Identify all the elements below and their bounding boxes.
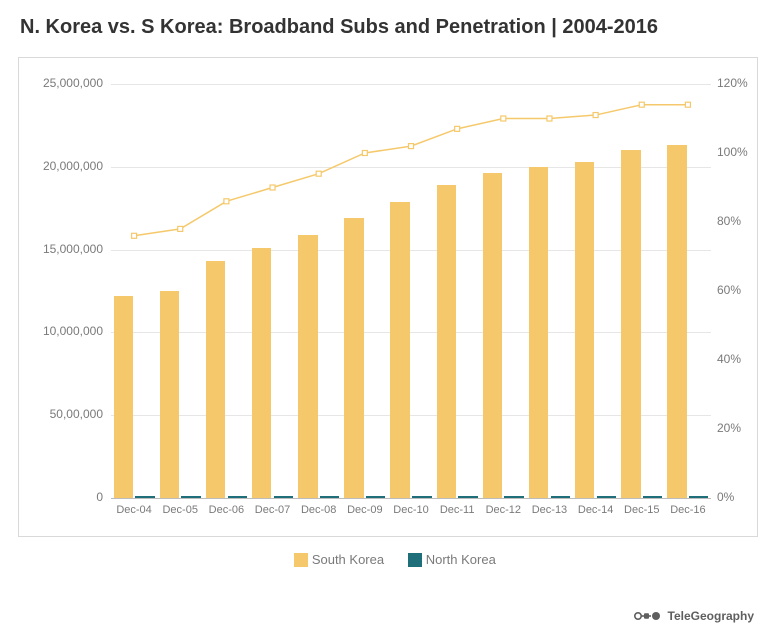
x-label: Dec-07 [255, 504, 290, 516]
line-marker [685, 102, 690, 107]
line-marker [316, 171, 321, 176]
plot-area: 050,00,00010,000,00015,000,00020,000,000… [111, 84, 711, 498]
x-label: Dec-05 [162, 504, 197, 516]
line-marker [409, 144, 414, 149]
line-marker [501, 116, 506, 121]
y-right-label: 40% [717, 352, 741, 366]
penetration-line [111, 84, 711, 498]
page: N. Korea vs. S Korea: Broadband Subs and… [0, 0, 778, 637]
y-left-label: 25,000,000 [19, 76, 103, 90]
grid-line [111, 498, 711, 499]
y-left-label: 10,000,000 [19, 324, 103, 338]
y-right-label: 100% [717, 145, 748, 159]
legend-item: South Korea [294, 552, 384, 567]
line-marker [593, 113, 598, 118]
line-marker [178, 226, 183, 231]
y-left-label: 20,000,000 [19, 159, 103, 173]
x-label: Dec-06 [209, 504, 244, 516]
x-label: Dec-16 [670, 504, 705, 516]
line-marker [639, 102, 644, 107]
x-label: Dec-12 [486, 504, 521, 516]
line-marker [132, 233, 137, 238]
y-left-label: 15,000,000 [19, 242, 103, 256]
line-marker [224, 199, 229, 204]
legend-label: South Korea [308, 552, 384, 567]
x-label: Dec-14 [578, 504, 613, 516]
line-marker [455, 126, 460, 131]
chart-frame: 0 50,00,000 10,000,000 15,000,000 20,000,000… [18, 57, 758, 537]
attribution-text: TeleGeography [668, 609, 754, 623]
y-left-label: 50,00,000 [19, 407, 103, 421]
line-marker [270, 185, 275, 190]
line-marker [547, 116, 552, 121]
legend-swatch [408, 553, 422, 567]
y-right-label: 80% [717, 214, 741, 228]
y-right-label: 20% [717, 421, 741, 435]
y-left-label: 0 [19, 490, 103, 504]
legend-label: North Korea [422, 552, 496, 567]
x-label: Dec-15 [624, 504, 659, 516]
attribution: TeleGeography [634, 609, 754, 623]
x-label: Dec-10 [393, 504, 428, 516]
line-marker [362, 151, 367, 156]
x-label: Dec-13 [532, 504, 567, 516]
x-label: Dec-04 [116, 504, 151, 516]
attribution-icon [634, 610, 664, 622]
legend: South Korea North Korea [18, 551, 760, 567]
x-label: Dec-11 [440, 504, 475, 516]
legend-swatch [294, 553, 308, 567]
x-label: Dec-09 [347, 504, 382, 516]
chart-title: N. Korea vs. S Korea: Broadband Subs and… [20, 16, 760, 39]
y-right-label: 0% [717, 490, 734, 504]
y-right-label: 60% [717, 283, 741, 297]
x-label: Dec-08 [301, 504, 336, 516]
legend-item: North Korea [408, 552, 496, 567]
y-right-label: 120% [717, 76, 748, 90]
